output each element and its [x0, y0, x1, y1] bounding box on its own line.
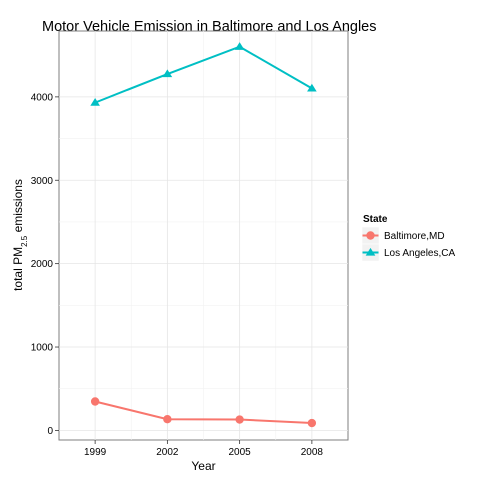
y-tick-label: 3000 [31, 176, 54, 187]
legend-label-los-angeles-ca: Los Angeles,CA [384, 248, 455, 259]
legend: State Baltimore,MD Los Angeles,CA [361, 214, 455, 262]
y-tick-label: 4000 [31, 92, 54, 103]
data-point-baltimore-md [235, 415, 244, 424]
legend-key-marker [365, 247, 376, 256]
y-axis-title-subscript: 2.5 [20, 235, 29, 247]
y-tick-label: 1000 [31, 343, 54, 354]
data-point-los-angeles-ca [234, 42, 245, 50]
legend-key-marker [366, 231, 375, 240]
series-line-los-angeles-ca [94, 45, 313, 104]
x-axis-title: Year [191, 459, 215, 473]
data-point-baltimore-md [163, 415, 172, 424]
y-axis-title: total PM2.5 emissions [11, 179, 29, 291]
legend-label-baltimore-md: Baltimore,MD [384, 231, 445, 242]
x-tick-label: 2002 [156, 447, 179, 458]
data-point-baltimore-md [307, 418, 317, 428]
data-point-los-angeles-ca [162, 69, 173, 78]
x-tick-label: 2008 [301, 447, 324, 458]
data-point-los-angeles-ca [90, 97, 100, 106]
y-tick-label: 2000 [31, 259, 54, 270]
x-tick-label: 1999 [84, 447, 107, 458]
axes: 0 1000 2000 3000 4000 1999 2002 2005 2008 [31, 92, 324, 458]
series-layer [90, 42, 317, 428]
y-tick-label: 0 [47, 426, 53, 437]
series-line-baltimore-md [94, 400, 312, 425]
x-tick-label: 2005 [229, 447, 252, 458]
y-axis-title-main: total PM [11, 247, 25, 291]
data-point-baltimore-md [90, 397, 100, 406]
y-axis-title-rest: emissions [11, 179, 25, 236]
legend-title: State [363, 214, 388, 225]
data-point-los-angeles-ca [307, 83, 317, 92]
